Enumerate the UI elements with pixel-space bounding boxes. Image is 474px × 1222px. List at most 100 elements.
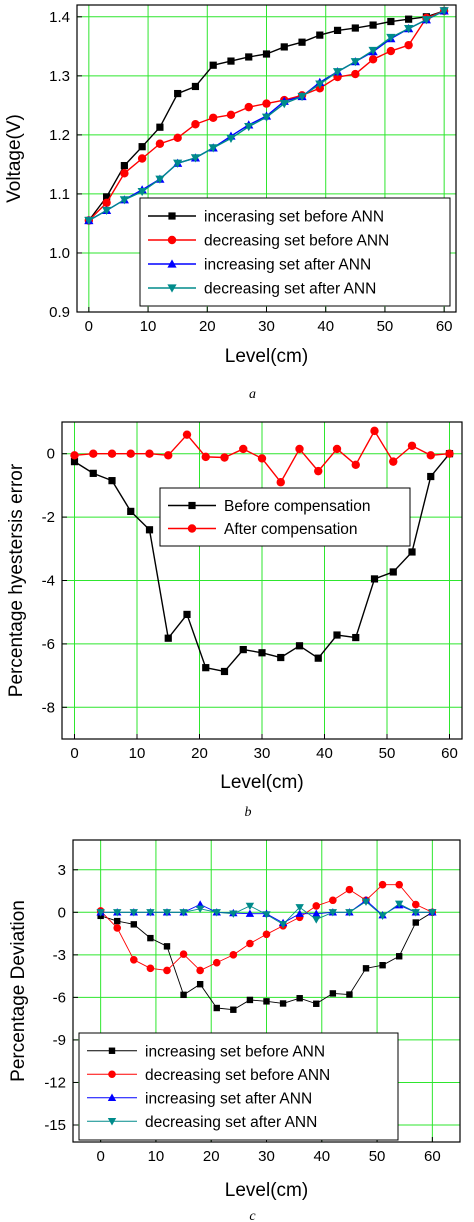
data-point-s0-0	[70, 458, 79, 466]
legend-entry-3: decreasing set after ANN	[204, 281, 376, 298]
y-axis-label: Percentage Deviation	[8, 900, 29, 1082]
y-tick-label-1: 1.0	[49, 245, 70, 262]
data-point-s3-18	[404, 25, 414, 34]
data-point-s3-15	[350, 58, 360, 67]
x-tick-label-1: 10	[140, 318, 157, 335]
x-tick-label-2: 20	[203, 1148, 220, 1165]
data-point-s0-14	[333, 631, 341, 639]
legend-swatch-marker-2	[107, 1093, 117, 1101]
plot-frame	[76, 4, 457, 313]
legend-entry-0: Before compensation	[224, 498, 370, 515]
data-point-s0-7	[209, 61, 217, 69]
data-point-s0-16	[369, 21, 377, 29]
data-point-s1-5	[179, 950, 188, 958]
y-tick-label-1: -6	[42, 636, 55, 653]
data-point-s3-0	[84, 216, 94, 226]
data-point-s0-10	[262, 50, 271, 58]
data-point-s3-1	[102, 206, 112, 216]
data-point-s1-4	[163, 966, 171, 975]
chart-b-hysteresis-error: 0 10 20 30 40 50 60 -8 -6 -4 -2 0 Before compensatio…	[6, 421, 463, 820]
legend-entry-3: decreasing set after ANN	[145, 1114, 317, 1131]
y-tick-label-4: -3	[53, 947, 66, 964]
data-point-s0-2	[108, 477, 116, 485]
data-point-s1-3	[137, 154, 147, 163]
data-point-s0-5	[164, 634, 172, 642]
data-point-s0-8	[220, 667, 229, 676]
legend-entry-2: increasing set after ANN	[145, 1090, 312, 1107]
data-point-s1-16	[370, 426, 379, 436]
data-point-s0-6	[183, 610, 191, 619]
y-tick-label-5: 1.4	[49, 9, 70, 26]
data-point-s1-7	[209, 113, 218, 122]
data-point-s0-16	[370, 575, 379, 583]
x-tick-label-5: 50	[377, 318, 394, 335]
data-point-s1-1	[113, 924, 122, 932]
data-point-s0-18	[405, 15, 413, 23]
data-point-s3-7	[212, 909, 221, 917]
data-point-s1-3	[126, 449, 135, 458]
data-point-s3-10	[261, 113, 272, 122]
data-point-s1-14	[332, 444, 342, 454]
data-point-s1-10	[257, 454, 267, 463]
legend-swatch-marker-3	[167, 284, 177, 293]
data-point-s3-9	[244, 123, 254, 132]
data-point-s1-17	[386, 46, 396, 56]
data-point-s0-7	[202, 664, 210, 672]
data-point-s0-14	[329, 990, 337, 997]
data-point-s1-1	[89, 449, 98, 458]
legend-swatch-marker-0	[108, 1047, 116, 1054]
legend-swatch-marker-2	[167, 259, 177, 268]
data-point-s1-9	[244, 102, 253, 112]
data-point-s1-5	[173, 133, 182, 143]
x-tick-label-1: 10	[148, 1148, 165, 1165]
data-point-s0-17	[379, 961, 386, 969]
y-tick-label-2: -9	[53, 1032, 66, 1049]
data-point-s0-8	[230, 1006, 237, 1013]
data-point-s3-13	[315, 80, 325, 89]
data-point-s1-13	[312, 902, 321, 910]
x-tick-label-4: 40	[313, 1148, 330, 1165]
data-point-s0-15	[346, 991, 353, 998]
data-point-s1-12	[295, 444, 304, 454]
data-point-s3-14	[332, 68, 343, 77]
x-axis-label: Level(cm)	[225, 1180, 308, 1201]
data-point-s1-7	[212, 958, 221, 967]
data-point-s1-19	[426, 451, 435, 460]
data-point-s0-1	[114, 917, 121, 925]
data-point-s3-9	[245, 902, 255, 911]
y-tick-label-4: 1.3	[49, 68, 70, 85]
data-point-s0-13	[316, 31, 324, 39]
data-point-s1-7	[201, 452, 210, 462]
data-point-s3-5	[173, 159, 183, 168]
data-point-s1-10	[262, 930, 271, 939]
x-tick-label-6: 60	[441, 745, 458, 762]
y-axis-label: Percentage hyestersis error	[6, 463, 27, 697]
data-point-s3-1	[113, 909, 122, 917]
x-tick-label-1: 10	[129, 745, 146, 762]
x-tick-label-6: 60	[424, 1148, 441, 1165]
data-point-s0-13	[313, 1000, 320, 1007]
data-point-s0-12	[295, 642, 304, 650]
data-point-s1-3	[146, 964, 155, 973]
data-point-s0-7	[213, 1004, 220, 1012]
legend-swatch-marker-0	[188, 501, 196, 510]
data-point-s2-13	[312, 909, 321, 917]
data-point-s3-17	[386, 33, 396, 43]
data-point-s0-10	[263, 998, 270, 1005]
data-point-s0-17	[389, 568, 397, 576]
data-point-s0-9	[246, 996, 254, 1004]
data-point-s0-11	[277, 653, 285, 662]
data-point-s1-11	[276, 478, 285, 487]
data-point-s0-2	[130, 921, 138, 928]
data-point-s3-0	[96, 909, 105, 917]
data-point-s3-19	[421, 16, 431, 25]
x-tick-label-0: 0	[70, 745, 78, 762]
x-axis-label: Level(cm)	[225, 346, 308, 367]
data-point-s1-2	[107, 449, 117, 458]
data-point-s0-4	[163, 943, 171, 950]
legend-swatch-marker-0	[168, 212, 176, 220]
data-point-s3-6	[195, 905, 205, 913]
legend-swatch-marker-1	[167, 235, 177, 245]
data-point-s1-15	[351, 460, 360, 469]
data-point-s3-3	[146, 909, 155, 917]
